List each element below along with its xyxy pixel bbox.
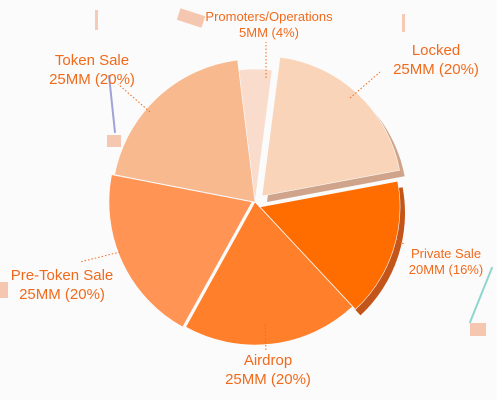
label-locked-name: Locked xyxy=(411,42,461,59)
label-locked: Locked 25MM (20%) xyxy=(380,42,492,80)
decorative-confetti xyxy=(95,10,98,30)
pie-slice-locked[interactable] xyxy=(261,56,400,197)
label-private-sale-value: 20MM (16%) xyxy=(408,262,484,278)
label-pre-token-sale: Pre-Token Sale 25MM (20%) xyxy=(2,267,122,305)
label-token-sale-name: Token Sale xyxy=(54,52,130,69)
label-promoters: Promoters/Operations 5MM (4%) xyxy=(195,9,343,42)
pie-slice-token-sale[interactable] xyxy=(114,59,256,203)
label-promoters-value: 5MM (4%) xyxy=(239,25,299,41)
leader-line xyxy=(117,83,151,113)
label-promoters-name: Promoters/Operations xyxy=(205,9,333,24)
decorative-confetti xyxy=(0,282,8,298)
label-private-sale: Private Sale 20MM (16%) xyxy=(398,246,494,279)
pie-slice-pre-token-sale[interactable] xyxy=(108,174,253,328)
label-token-sale-value: 25MM (20%) xyxy=(49,70,135,88)
label-airdrop-value: 25MM (20%) xyxy=(225,370,311,388)
label-token-sale: Token Sale 25MM (20%) xyxy=(36,52,148,90)
leader-line xyxy=(79,251,121,263)
decorative-confetti xyxy=(402,14,405,32)
label-pre-token-sale-name: Pre-Token Sale xyxy=(10,267,114,284)
decorative-confetti xyxy=(107,135,121,147)
label-airdrop-name: Airdrop xyxy=(243,352,293,369)
pie-slice-airdrop[interactable] xyxy=(185,201,353,346)
label-locked-value: 25MM (20%) xyxy=(393,60,479,78)
label-private-sale-name: Private Sale xyxy=(410,246,482,261)
label-airdrop: Airdrop 25MM (20%) xyxy=(212,352,324,390)
pie-slice-private-sale[interactable] xyxy=(259,180,401,310)
label-pre-token-sale-value: 25MM (20%) xyxy=(19,285,105,303)
leader-line xyxy=(264,323,267,353)
decorative-confetti xyxy=(470,323,486,336)
